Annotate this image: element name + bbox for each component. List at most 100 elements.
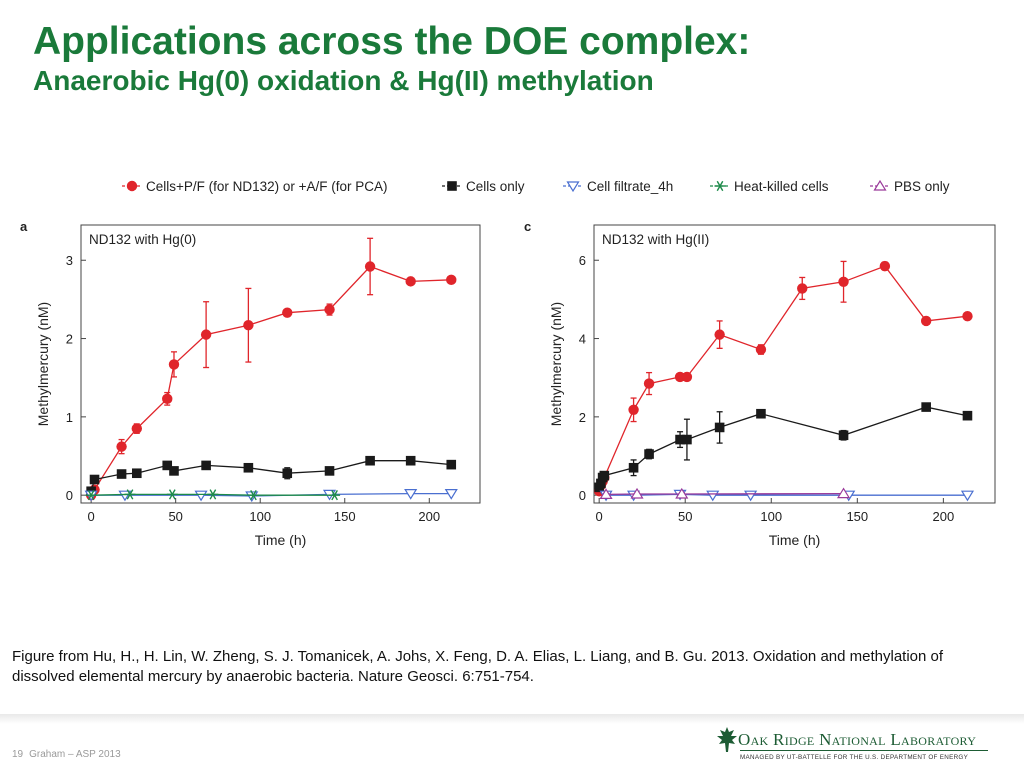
panel-annotation: ND132 with Hg(0) <box>89 232 196 247</box>
data-point-shape <box>243 462 254 473</box>
data-point-shape <box>630 487 644 499</box>
series-2 <box>594 402 973 493</box>
y-axis-label: Methylmercury (nM) <box>548 302 564 426</box>
data-point-stroke-2 <box>168 489 176 500</box>
data-point-shape <box>599 470 610 481</box>
data-point-stroke-2 <box>250 490 257 501</box>
series-line <box>91 493 335 496</box>
data-point <box>282 468 293 479</box>
methylation-figure: Cells+P/F (for ND132) or +A/F (for PCA) C… <box>20 179 996 548</box>
data-point-shape <box>116 441 127 452</box>
data-point <box>628 462 639 473</box>
legend-item-2: Cells only <box>442 179 525 194</box>
data-point-shape <box>921 402 931 412</box>
data-point <box>116 441 127 452</box>
data-point <box>243 462 254 473</box>
data-point-shape <box>194 490 208 502</box>
data-point-shape <box>365 455 375 466</box>
data-point-shape <box>756 408 766 419</box>
data-point-shape <box>201 460 211 471</box>
data-point-shape <box>162 393 173 405</box>
data-point-shape <box>879 260 891 272</box>
data-point <box>131 468 142 479</box>
data-point-stroke-2 <box>87 490 95 501</box>
series-4 <box>85 489 341 501</box>
data-point <box>118 490 132 502</box>
data-point-shape <box>162 460 173 471</box>
data-point <box>247 490 259 501</box>
legend-item-3: Cell filtrate_4h <box>563 179 673 194</box>
legend-marker <box>126 180 138 192</box>
y-axis-label: Methylmercury (nM) <box>35 302 51 426</box>
data-point <box>89 474 100 485</box>
y-tick-label: 0 <box>579 488 586 503</box>
data-point-shape <box>714 329 725 340</box>
x-tick-label: 0 <box>596 509 603 524</box>
legend-label: Cells+P/F (for ND132) or +A/F (for PCA) <box>146 179 388 194</box>
data-point-stroke-2 <box>209 489 217 500</box>
slide-title: Applications across the DOE complex: <box>33 20 751 63</box>
chart-legend: Cells+P/F (for ND132) or +A/F (for PCA) C… <box>122 179 950 194</box>
data-point-shape <box>797 283 808 294</box>
data-point <box>797 283 808 294</box>
data-point <box>446 274 457 286</box>
data-point-shape <box>364 261 376 272</box>
data-point-shape <box>89 474 100 485</box>
data-point-stroke-2 <box>331 490 338 501</box>
chart-panel-a: a ND132 with Hg(0) 0 50 100 150 200 0 1 2 3 Time (h… <box>20 219 481 548</box>
legend-marker <box>714 180 726 192</box>
data-point <box>838 276 849 287</box>
data-point-shape <box>446 274 457 286</box>
x-tick-label: 200 <box>933 509 955 524</box>
series-1 <box>593 260 973 497</box>
series-line <box>605 492 844 496</box>
legend-item-4: Heat-killed cells <box>710 179 829 194</box>
legend-marker <box>447 181 457 191</box>
data-point <box>682 434 692 445</box>
data-point <box>329 490 341 501</box>
data-point <box>675 434 685 445</box>
data-point <box>194 490 208 502</box>
data-point <box>596 478 606 489</box>
data-point-shape <box>962 311 973 322</box>
data-point-shape <box>200 329 212 340</box>
data-point <box>628 404 639 416</box>
data-point <box>962 311 973 322</box>
data-point-shape <box>675 434 685 445</box>
data-point-shape <box>755 344 767 355</box>
data-point <box>405 455 416 466</box>
data-point <box>404 489 418 500</box>
series-line <box>90 460 452 492</box>
data-point-shape <box>446 459 457 470</box>
data-point-shape <box>675 487 689 499</box>
x-tick-label: 100 <box>760 509 782 524</box>
data-point-shape <box>596 478 606 489</box>
slide-footer: 19 Graham – ASP 2013 <box>12 749 127 760</box>
x-axis-label: Time (h) <box>769 532 821 548</box>
data-point <box>116 469 127 479</box>
data-point-shape <box>681 371 693 383</box>
legend-marker-shape <box>447 181 457 191</box>
data-point <box>168 359 180 370</box>
legend-label: Cells only <box>466 179 525 194</box>
legend-item-5: PBS only <box>870 179 950 194</box>
legend-marker <box>566 181 580 193</box>
data-point <box>166 489 178 500</box>
presenter-label: Graham – ASP 2013 <box>29 749 121 760</box>
data-point-shape <box>131 423 142 434</box>
plot-frame <box>80 224 481 504</box>
data-point <box>599 488 613 499</box>
leaf-icon <box>717 727 737 752</box>
y-tick-label: 6 <box>579 253 586 268</box>
slide-subtitle: Anaerobic Hg(0) oxidation & Hg(II) methy… <box>33 65 654 96</box>
x-tick-label: 150 <box>846 509 868 524</box>
data-point <box>364 261 376 272</box>
data-point <box>446 459 457 470</box>
data-point-shape <box>836 487 851 499</box>
x-tick-label: 200 <box>418 509 440 524</box>
data-point <box>836 487 851 499</box>
legend-item-1: Cells+P/F (for ND132) or +A/F (for PCA) <box>122 179 388 194</box>
data-point <box>838 430 849 441</box>
legend-label: PBS only <box>894 179 950 194</box>
data-point <box>324 466 335 476</box>
